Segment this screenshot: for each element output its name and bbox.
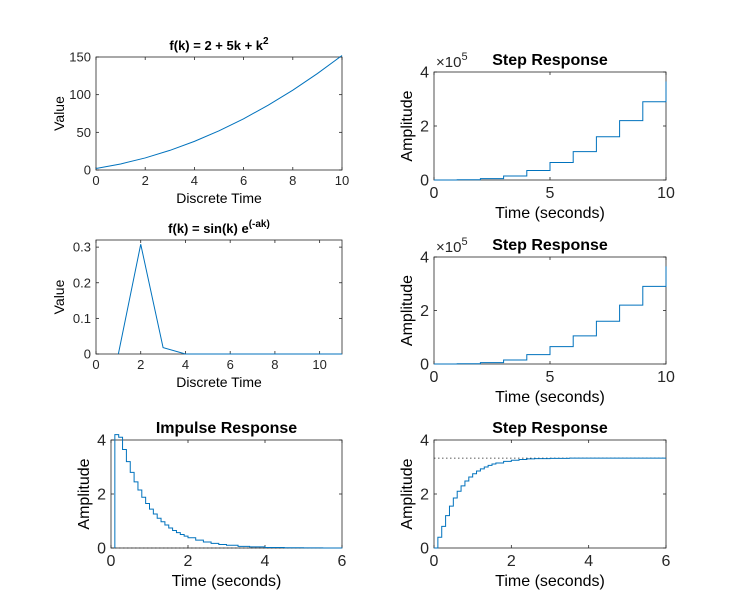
x-tick-label: 4 xyxy=(584,553,593,570)
y-exponent-label: ×105 xyxy=(436,236,468,256)
x-tick-label: 6 xyxy=(227,357,234,372)
x-tick-label: 0 xyxy=(92,173,99,188)
x-tick-label: 5 xyxy=(546,185,555,202)
x-tick-label: 0 xyxy=(430,553,439,570)
x-tick-label: 0 xyxy=(107,553,116,570)
x-tick-label: 8 xyxy=(289,173,296,188)
x-tick-label: 10 xyxy=(657,369,675,386)
x-axis-label: Time (seconds) xyxy=(495,389,605,406)
chart-title: Impulse Response xyxy=(156,420,297,437)
chart-title: f(k) = 2 + 5k + k2 xyxy=(169,36,269,53)
y-tick-label: 50 xyxy=(77,125,91,140)
x-axis-label: Discrete Time xyxy=(176,190,262,206)
chart-title: Step Response xyxy=(492,420,608,437)
x-tick-label: 10 xyxy=(335,173,349,188)
y-tick-label: 0 xyxy=(420,357,429,374)
y-tick-label: 0 xyxy=(420,173,429,190)
y-tick-label: 0.2 xyxy=(73,275,91,290)
y-axis-label: Amplitude xyxy=(399,458,416,529)
y-tick-label: 100 xyxy=(69,87,91,102)
series-line xyxy=(114,434,343,549)
x-tick-label: 5 xyxy=(546,369,555,386)
chart-3: 0 5 10 0 2 4 ×105 Step Response Time (seconds) Am… xyxy=(399,51,675,222)
chart-6: 0 2 4 6 0 2 4 Step Response Time (seconds) Amplit… xyxy=(399,420,671,590)
plot-area xyxy=(95,239,343,355)
chart-2: 0 2 4 6 8 10 0 0.1 0.2 0.3 f(k) = sin(k) e(-ak) Dis… xyxy=(51,219,343,390)
chart-4: 0 5 10 0 2 4 ×105 Step Response Time (seconds) Am… xyxy=(399,236,675,406)
chart-title: Step Response xyxy=(492,52,608,69)
chart-title: Step Response xyxy=(492,237,608,254)
y-tick-label: 4 xyxy=(420,65,429,82)
plot-area xyxy=(433,439,667,549)
x-tick-label: 2 xyxy=(137,357,144,372)
y-tick-label: 4 xyxy=(420,433,429,450)
x-axis-label: Time (seconds) xyxy=(495,205,605,222)
y-axis-label: Amplitude xyxy=(399,90,416,161)
x-tick-label: 2 xyxy=(184,553,193,570)
chart-title: f(k) = sin(k) e(-ak) xyxy=(168,219,270,236)
x-tick-label: 6 xyxy=(338,553,347,570)
y-tick-label: 150 xyxy=(69,50,91,65)
x-tick-label: 0 xyxy=(430,369,439,386)
y-exponent-label: ×105 xyxy=(436,51,468,71)
y-tick-label: 4 xyxy=(420,250,429,267)
y-axis-label: Amplitude xyxy=(399,275,416,346)
y-tick-label: 0.3 xyxy=(73,240,91,255)
x-tick-label: 0 xyxy=(92,357,99,372)
y-tick-label: 2 xyxy=(420,487,429,504)
plot-area xyxy=(95,56,343,171)
chart-5: 0 2 4 6 0 2 4 Impulse Response Time (seconds) Amp… xyxy=(76,420,347,590)
y-axis-label: Amplitude xyxy=(76,458,93,529)
x-tick-label: 4 xyxy=(261,553,270,570)
y-tick-label: 0 xyxy=(84,347,91,362)
x-tick-label: 6 xyxy=(662,553,671,570)
series-line xyxy=(434,457,666,549)
y-tick-label: 2 xyxy=(420,119,429,136)
y-axis-label: Value xyxy=(51,96,67,131)
x-tick-label: 8 xyxy=(271,357,278,372)
x-axis-label: Time (seconds) xyxy=(172,573,282,590)
plot-area xyxy=(110,439,343,549)
x-tick-label: 4 xyxy=(191,173,198,188)
y-tick-label: 0.1 xyxy=(73,311,91,326)
x-tick-label: 4 xyxy=(182,357,189,372)
y-tick-label: 4 xyxy=(97,433,106,450)
x-tick-label: 6 xyxy=(240,173,247,188)
y-tick-label: 2 xyxy=(420,303,429,320)
x-tick-label: 10 xyxy=(312,357,326,372)
y-tick-label: 0 xyxy=(97,541,106,558)
y-axis-label: Value xyxy=(51,279,67,314)
x-axis-label: Discrete Time xyxy=(176,374,262,390)
y-tick-label: 2 xyxy=(97,487,106,504)
y-tick-label: 0 xyxy=(84,163,91,178)
x-tick-label: 0 xyxy=(430,185,439,202)
y-tick-label: 0 xyxy=(420,541,429,558)
x-axis-label: Time (seconds) xyxy=(495,573,605,590)
x-tick-label: 2 xyxy=(142,173,149,188)
x-tick-label: 10 xyxy=(657,185,675,202)
x-tick-label: 2 xyxy=(507,553,516,570)
